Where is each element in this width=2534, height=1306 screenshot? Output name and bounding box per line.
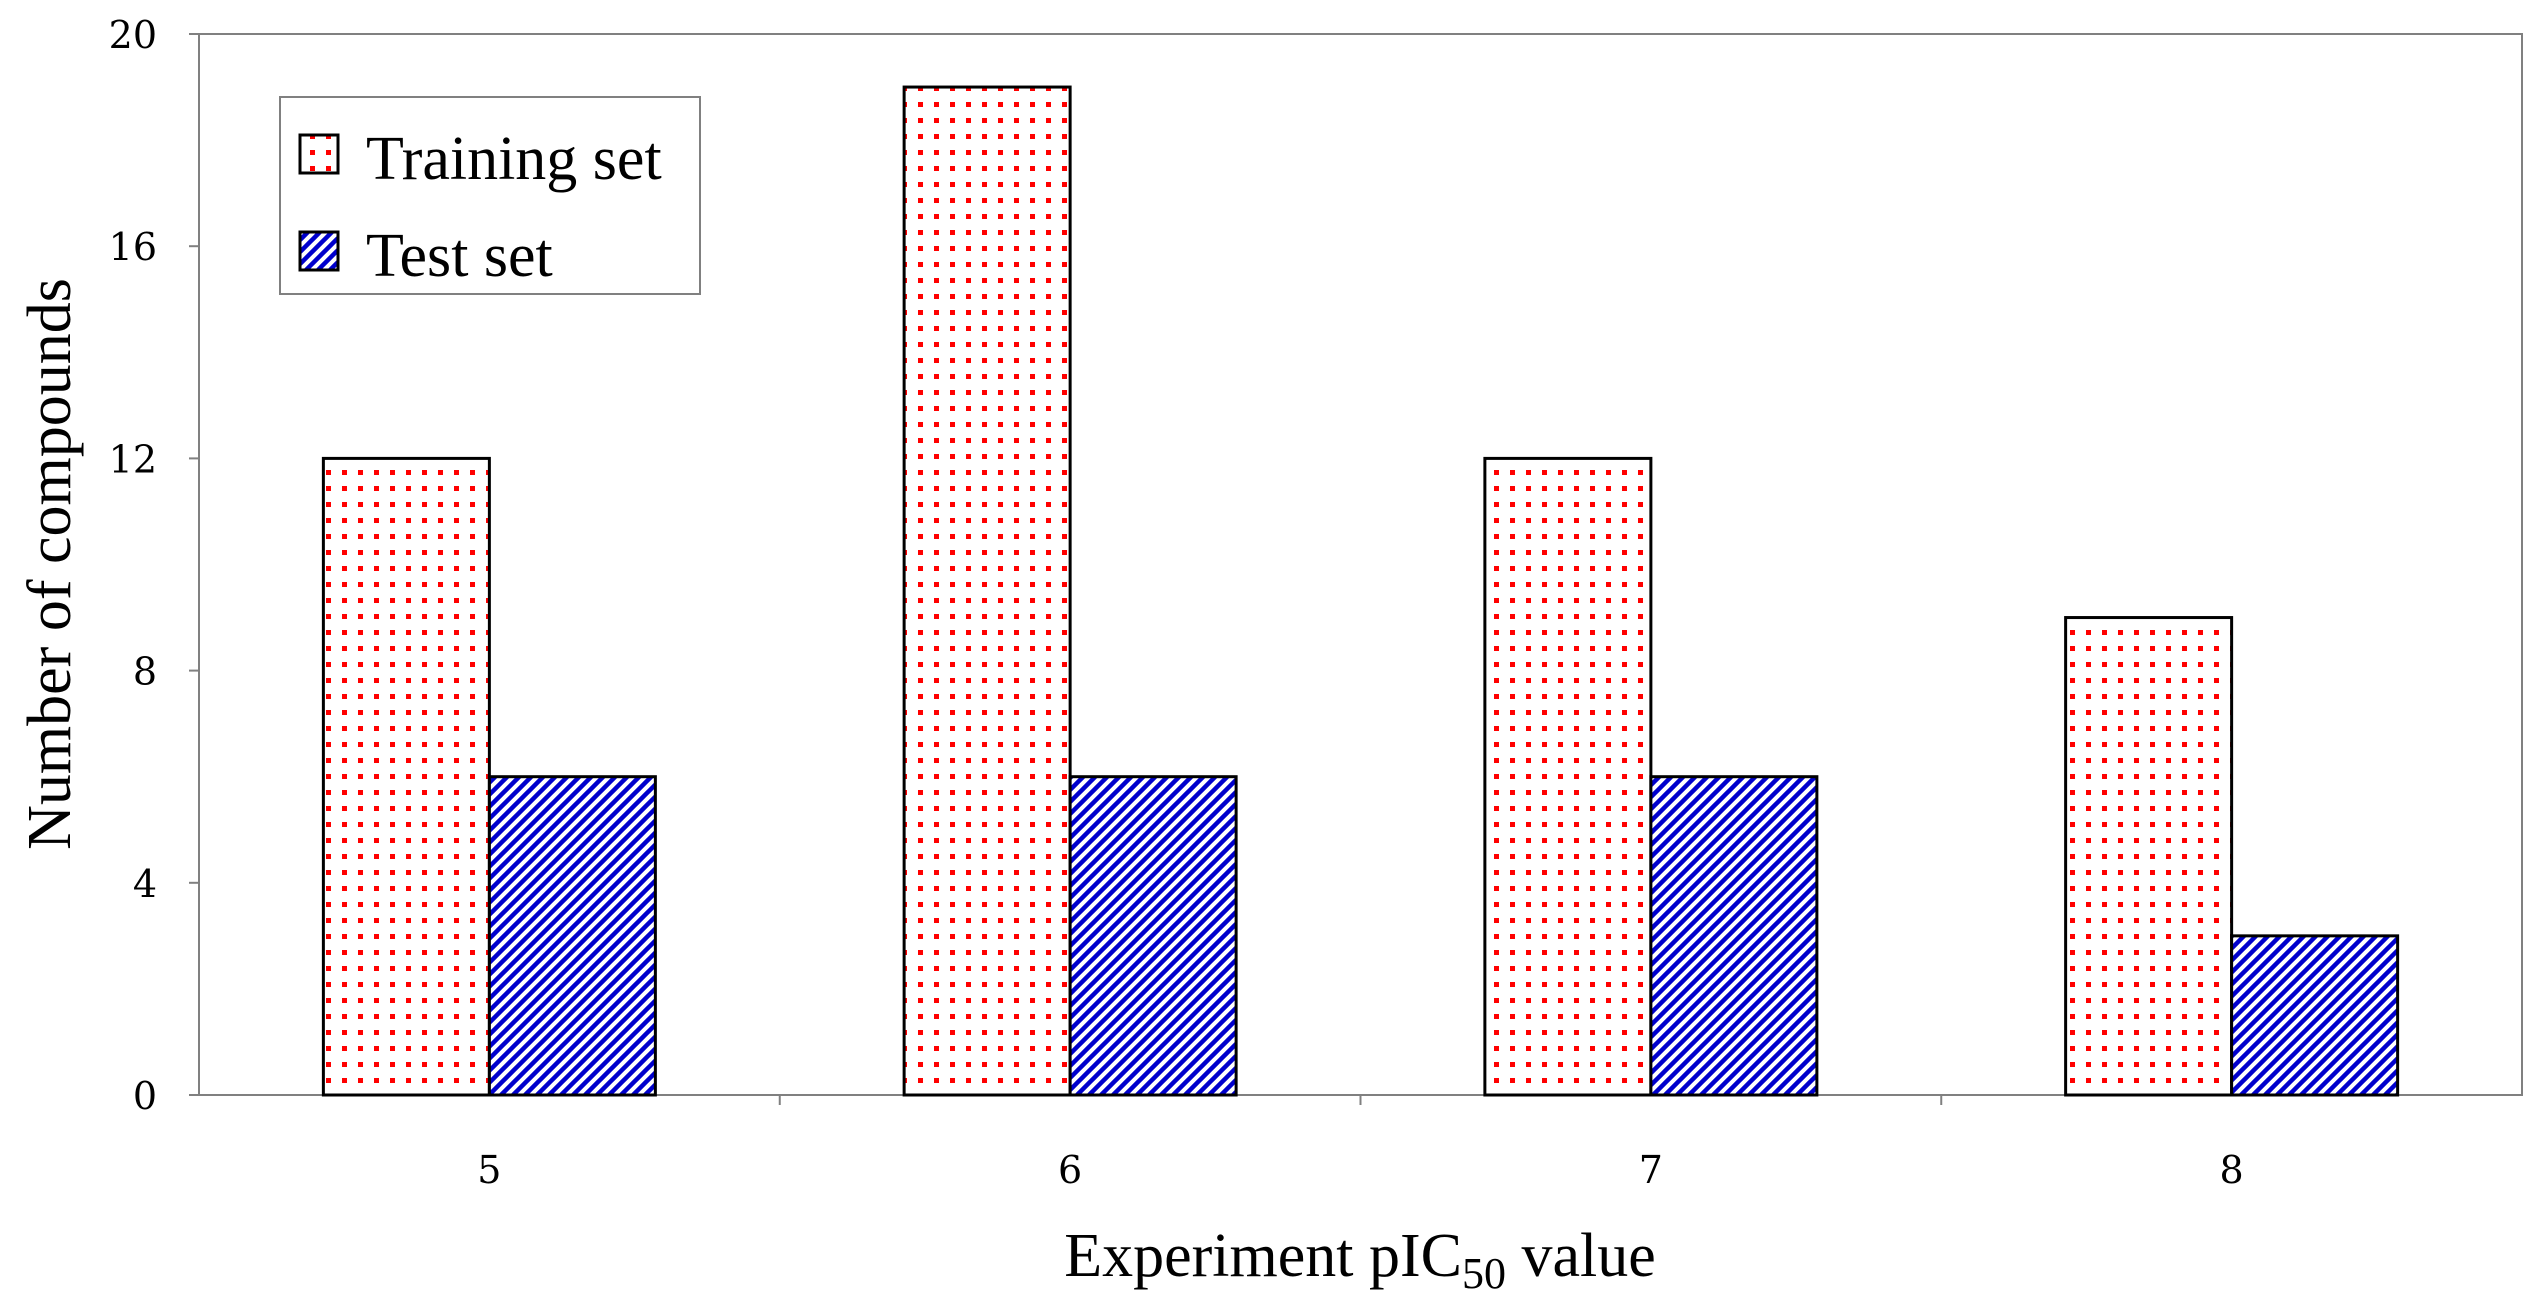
y-tick-label-4: 4 xyxy=(133,862,157,906)
y-tick-label-12: 12 xyxy=(109,437,157,481)
x-tick-label-8: 8 xyxy=(2220,1148,2244,1192)
legend-label-test: Test set xyxy=(366,222,553,290)
bar-test-5 xyxy=(487,775,657,1097)
legend-swatch-test xyxy=(298,230,340,272)
bars-layer xyxy=(321,85,2400,1097)
legend-swatch-training xyxy=(298,133,340,175)
x-tick-label-7: 7 xyxy=(1639,1148,1663,1192)
x-tick-label-6: 6 xyxy=(1058,1148,1082,1192)
legend-box xyxy=(279,96,701,295)
legend-label-training: Training set xyxy=(366,125,662,193)
x-axis-title-tail: value xyxy=(1506,1222,1656,1290)
y-tick-label-20: 20 xyxy=(109,13,157,57)
y-axis-title: Number of compounds xyxy=(16,278,84,850)
bar-test-8 xyxy=(2230,934,2400,1097)
x-axis-title: Experiment pIC50 value xyxy=(1064,1222,1656,1298)
bar-training-6 xyxy=(902,85,1072,1097)
x-axis-title-subscript: 50 xyxy=(1462,1249,1506,1298)
x-tick-label-5: 5 xyxy=(477,1148,501,1192)
bar-training-5 xyxy=(321,456,491,1097)
bar-test-7 xyxy=(1649,775,1819,1097)
legend: Training set Test set xyxy=(279,96,701,295)
y-tick-label-8: 8 xyxy=(133,650,157,694)
axis-layer: 5 6 7 8 0 4 8 12 16 20 xyxy=(109,13,2244,1192)
bar-test-6 xyxy=(1068,775,1238,1097)
y-tick-label-16: 16 xyxy=(109,225,157,269)
bar-training-7 xyxy=(1483,456,1653,1097)
y-tick-label-0: 0 xyxy=(133,1074,157,1118)
bar-training-8 xyxy=(2064,616,2234,1097)
